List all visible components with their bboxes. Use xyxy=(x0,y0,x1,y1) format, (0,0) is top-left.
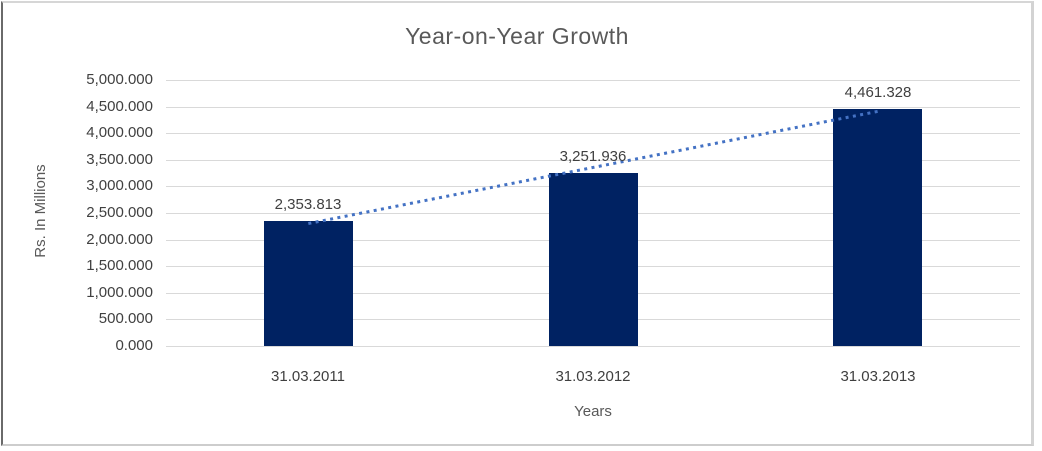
y-tick-label: 2,000.000 xyxy=(86,231,153,248)
data-label: 2,353.813 xyxy=(274,196,342,213)
gridline xyxy=(166,80,1020,81)
y-tick-label: 0.000 xyxy=(115,337,153,354)
bar-31.03.2011 xyxy=(264,221,353,346)
x-axis-line xyxy=(166,346,1020,347)
x-tick-label: 31.03.2011 xyxy=(271,368,345,385)
y-tick-label: 2,500.000 xyxy=(86,204,153,221)
y-tick-label: 5,000.000 xyxy=(86,71,153,88)
x-axis-title: Years xyxy=(574,403,612,420)
data-label: 4,461.328 xyxy=(844,84,912,101)
x-tick-label: 31.03.2012 xyxy=(555,368,631,385)
chart-title: Year-on-Year Growth xyxy=(405,23,629,49)
y-tick-label: 4,000.000 xyxy=(86,124,153,141)
gridline xyxy=(166,107,1020,108)
y-tick-label: 3,000.000 xyxy=(86,177,153,194)
y-tick-label: 4,500.000 xyxy=(86,98,153,115)
bar-31.03.2013 xyxy=(833,109,922,346)
y-tick-label: 1,000.000 xyxy=(86,284,153,301)
y-tick-label: 1,500.000 xyxy=(86,257,153,274)
x-tick-label: 31.03.2013 xyxy=(840,368,916,385)
chart-container: Year-on-Year Growth Rs. In Millions 0.00… xyxy=(1,1,1034,446)
y-tick-label: 500.000 xyxy=(98,310,153,327)
bar-31.03.2012 xyxy=(549,173,638,346)
data-label: 3,251.936 xyxy=(559,148,627,165)
y-tick-label: 3,500.000 xyxy=(86,151,153,168)
